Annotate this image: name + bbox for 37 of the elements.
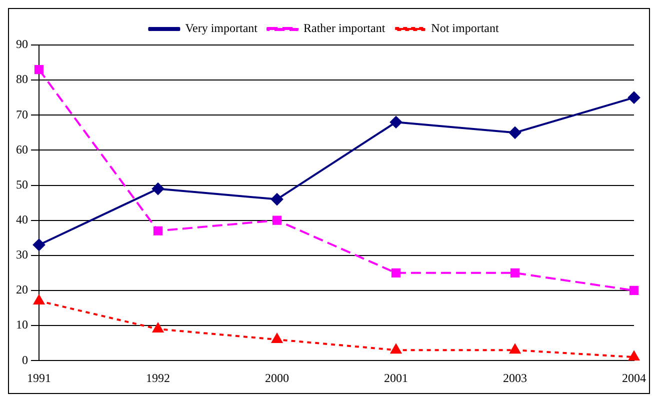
x-tick-label: 2000 — [265, 370, 289, 385]
x-tick-label: 2003 — [503, 370, 527, 385]
y-tick-label: 60 — [16, 142, 28, 156]
y-tick-label: 80 — [16, 72, 28, 86]
legend-label: Rather important — [304, 21, 386, 36]
x-tick-label: 1991 — [27, 370, 51, 385]
y-tick-label: 70 — [16, 107, 28, 122]
y-tick-label: 10 — [16, 318, 28, 332]
point — [271, 193, 283, 206]
legend-label: Very important — [185, 21, 258, 36]
y-tick-label: 0 — [22, 352, 28, 367]
point — [390, 116, 402, 128]
y-tick-label: 20 — [16, 282, 28, 297]
point — [152, 182, 164, 195]
point — [33, 238, 45, 251]
point — [272, 216, 282, 225]
point — [510, 344, 520, 354]
x-tick-label: 1992 — [146, 370, 170, 385]
point — [628, 351, 640, 361]
y-tick-label: 50 — [16, 177, 28, 192]
point — [152, 323, 164, 333]
point — [34, 294, 44, 304]
y-tick-label: 40 — [16, 212, 28, 226]
point — [628, 92, 640, 104]
point — [391, 268, 401, 278]
point — [34, 65, 44, 74]
point — [509, 126, 521, 139]
y-tick-label: 90 — [16, 37, 28, 52]
point — [629, 286, 639, 295]
legend-label: Not important — [431, 21, 500, 36]
x-tick-label: 2001 — [384, 370, 408, 385]
x-tick-label: 2004 — [622, 370, 646, 385]
point — [390, 344, 402, 354]
point — [153, 226, 163, 236]
point — [510, 268, 520, 278]
y-tick-label: 30 — [16, 248, 28, 262]
point — [272, 334, 282, 344]
